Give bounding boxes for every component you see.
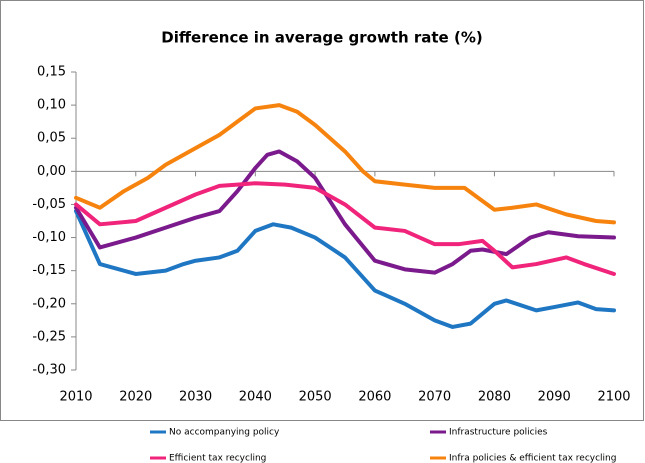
x-tick-label: 2080 <box>478 390 511 405</box>
chart-title: Difference in average growth rate (%) <box>161 29 482 47</box>
x-tick-label: 2020 <box>119 390 152 405</box>
y-tick-label: 0,05 <box>37 131 66 146</box>
series-line <box>74 209 616 329</box>
x-tick-label: 2050 <box>299 390 332 405</box>
x-tick-label: 2040 <box>239 390 272 405</box>
y-tick-label: -0,25 <box>32 329 66 344</box>
y-tick-label: -0,05 <box>32 197 66 212</box>
y-tick-label: -0,20 <box>32 296 66 311</box>
series-line <box>74 103 616 225</box>
y-tick-label: 0,10 <box>37 98 66 113</box>
series-line <box>74 149 616 275</box>
x-tick-label: 2060 <box>358 390 391 405</box>
legend-label: No accompanying policy <box>169 428 280 438</box>
x-tick-label: 2030 <box>179 390 212 405</box>
legend-label: Infra policies & efficient tax recycling <box>449 454 616 463</box>
y-tick-label: 0,00 <box>37 164 66 179</box>
legend-label: Infrastructure policies <box>449 428 548 438</box>
x-tick-label: 2100 <box>597 390 630 405</box>
series-line <box>74 181 616 276</box>
y-tick-label: -0,10 <box>32 230 66 245</box>
legend-label: Efficient tax recycling <box>169 454 266 463</box>
y-tick-label: 0,15 <box>37 65 66 80</box>
y-tick-label: -0,30 <box>32 363 66 378</box>
x-tick-label: 2090 <box>538 390 571 405</box>
x-tick-label: 2010 <box>59 390 92 405</box>
chart-border <box>0 0 644 421</box>
y-tick-label: -0,15 <box>32 263 66 278</box>
x-tick-label: 2070 <box>418 390 451 405</box>
